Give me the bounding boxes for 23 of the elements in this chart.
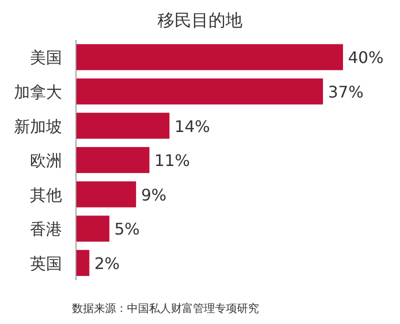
- y-tick-label: 新加坡: [14, 116, 62, 136]
- data-label: 2%: [94, 254, 120, 273]
- data-label: 37%: [328, 82, 364, 102]
- bar: [76, 181, 136, 208]
- bar: [76, 112, 170, 139]
- bar: [76, 44, 343, 70]
- data-label: 14%: [174, 116, 210, 136]
- data-label: 40%: [348, 48, 384, 68]
- data-label: 9%: [141, 185, 166, 204]
- y-tick-label: 英国: [30, 254, 62, 273]
- bar: [76, 250, 90, 276]
- bar: [76, 78, 323, 104]
- y-tick-label: 加拿大: [14, 82, 62, 102]
- y-tick-label: 美国: [30, 48, 62, 68]
- chart-title: 移民目的地: [158, 11, 242, 31]
- bar: [76, 216, 110, 242]
- source-note: 数据来源：中国私人财富管理专项研究: [72, 302, 259, 315]
- y-tick-label: 香港: [30, 220, 62, 239]
- y-tick-label: 欧洲: [30, 151, 62, 170]
- y-tick-label: 其他: [30, 185, 62, 204]
- data-label: 5%: [114, 220, 140, 239]
- data-label: 11%: [154, 151, 190, 170]
- bar: [76, 147, 150, 174]
